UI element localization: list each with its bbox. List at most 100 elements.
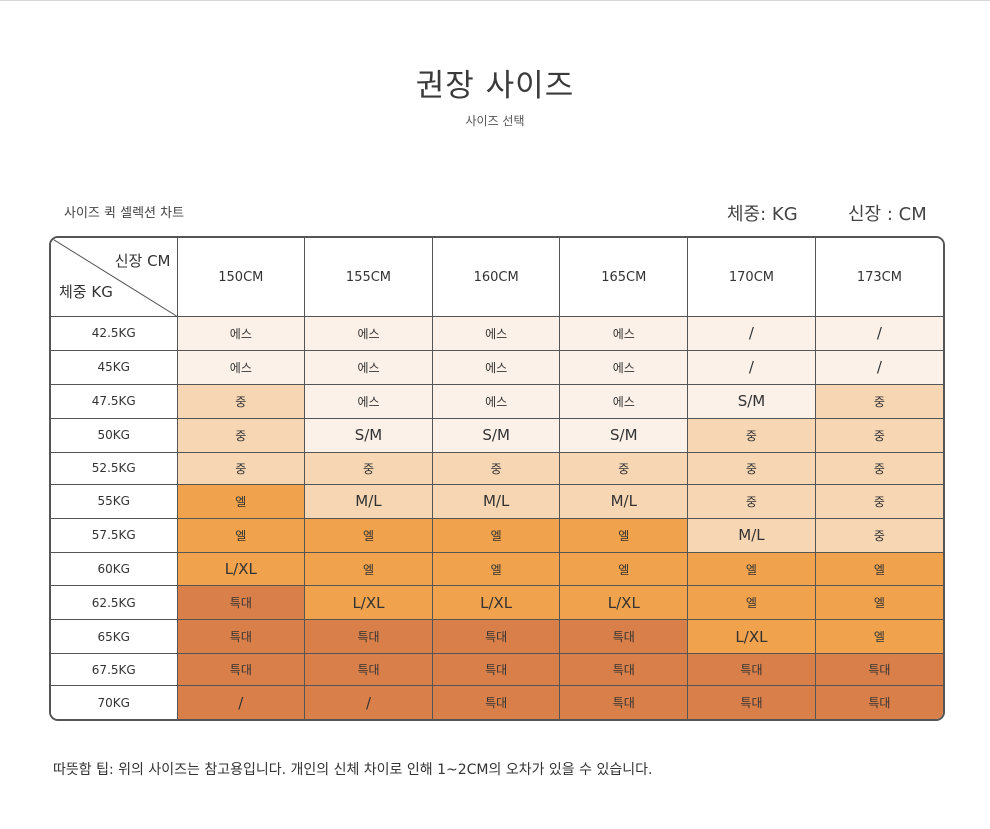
corner-weight-label: 체중 KG: [59, 283, 113, 301]
size-cell: 중: [431, 451, 561, 485]
size-cell: 중: [304, 451, 433, 485]
weight-cell: 45KG: [51, 349, 178, 385]
height-header: 173CM: [814, 238, 943, 317]
size-cell: 중: [559, 451, 689, 485]
size-chart-table: 신장 CM 체중 KG 150CM 155CM 160CM 165CM 170C…: [49, 236, 945, 721]
weight-cell: 62.5KG: [51, 585, 178, 621]
size-cell: L/XL: [687, 619, 816, 655]
size-cell: 엘: [814, 585, 943, 621]
table-row: 65KG 특대 특대 특대 특대 L/XL 엘: [51, 619, 943, 655]
size-cell: 특대: [431, 653, 561, 687]
size-cell: 에스: [559, 383, 689, 419]
size-cell: 특대: [304, 653, 433, 687]
size-cell: 중: [176, 451, 306, 485]
size-cell: 중: [687, 451, 816, 485]
size-cell: L/XL: [559, 585, 689, 621]
size-cell: 특대: [176, 585, 306, 621]
size-cell: M/L: [431, 483, 561, 519]
corner-height-label: 신장 CM: [114, 252, 171, 270]
unit-height-label: 신장 : CM: [848, 204, 927, 225]
size-cell: 중: [814, 451, 943, 485]
size-cell: 특대: [559, 653, 689, 687]
size-cell: 에스: [176, 349, 306, 385]
table-row: 45KG 에스 에스 에스 에스 / /: [51, 349, 943, 385]
table-row: 62.5KG 특대 L/XL L/XL L/XL 엘 엘: [51, 585, 943, 621]
size-cell: /: [687, 316, 816, 351]
size-cell: 엘: [431, 551, 561, 587]
size-cell: 엘: [176, 517, 306, 553]
size-cell: 중: [687, 417, 816, 453]
size-cell: S/M: [304, 417, 433, 453]
size-cell: 특대: [814, 685, 943, 719]
size-cell: 특대: [431, 619, 561, 655]
size-cell: 특대: [687, 653, 816, 687]
size-cell: 에스: [304, 316, 433, 351]
size-cell: 특대: [176, 619, 306, 655]
size-cell: 특대: [176, 653, 306, 687]
size-cell: 특대: [559, 685, 689, 719]
table-row: 70KG / / 특대 특대 특대 특대: [51, 685, 943, 719]
size-cell: 특대: [431, 685, 561, 719]
size-cell: 엘: [559, 551, 689, 587]
size-cell: 특대: [687, 685, 816, 719]
height-header: 165CM: [559, 238, 689, 317]
corner-diagonal: [51, 238, 177, 316]
table-row: 50KG 중 S/M S/M S/M 중 중: [51, 417, 943, 453]
weight-cell: 60KG: [51, 551, 178, 587]
size-cell: /: [814, 316, 943, 351]
size-cell: 중: [176, 417, 306, 453]
page-subtitle: 사이즈 선택: [465, 114, 525, 128]
table-row: 55KG 엘 M/L M/L M/L 중 중: [51, 483, 943, 519]
size-cell: 엘: [304, 551, 433, 587]
top-divider: [0, 0, 990, 1]
size-cell: M/L: [687, 517, 816, 553]
size-cell: 중: [176, 383, 306, 419]
size-cell: S/M: [559, 417, 689, 453]
size-cell: /: [814, 349, 943, 385]
height-header: 160CM: [431, 238, 561, 317]
height-header: 170CM: [687, 238, 816, 317]
size-cell: 중: [814, 483, 943, 519]
weight-cell: 70KG: [51, 685, 178, 719]
weight-cell: 57.5KG: [51, 517, 178, 553]
size-cell: 에스: [431, 349, 561, 385]
size-cell: 엘: [559, 517, 689, 553]
size-cell: /: [176, 685, 306, 719]
size-cell: S/M: [431, 417, 561, 453]
size-cell: 특대: [559, 619, 689, 655]
size-cell: 중: [814, 417, 943, 453]
size-cell: /: [304, 685, 433, 719]
size-cell: 엘: [431, 517, 561, 553]
height-header: 155CM: [304, 238, 433, 317]
weight-cell: 67.5KG: [51, 653, 178, 687]
weight-cell: 47.5KG: [51, 383, 178, 419]
size-cell: L/XL: [176, 551, 306, 587]
size-cell: 특대: [814, 653, 943, 687]
chart-label: 사이즈 퀵 셀렉션 차트: [64, 206, 185, 221]
weight-cell: 65KG: [51, 619, 178, 655]
corner-cell: 신장 CM 체중 KG: [51, 238, 178, 317]
size-cell: /: [687, 349, 816, 385]
size-cell: 에스: [176, 316, 306, 351]
size-cell: L/XL: [431, 585, 561, 621]
tip-text: 따뜻함 팁: 위의 사이즈는 참고용입니다. 개인의 신체 차이로 인해 1~2…: [53, 762, 653, 778]
size-cell: 중: [814, 383, 943, 419]
size-cell: 엘: [687, 585, 816, 621]
weight-cell: 55KG: [51, 483, 178, 519]
header-row: 신장 CM 체중 KG 150CM 155CM 160CM 165CM 170C…: [51, 238, 943, 317]
size-cell: 특대: [304, 619, 433, 655]
size-cell: 엘: [814, 551, 943, 587]
size-cell: 중: [814, 517, 943, 553]
table-row: 67.5KG 특대 특대 특대 특대 특대 특대: [51, 653, 943, 687]
size-cell: S/M: [687, 383, 816, 419]
size-cell: L/XL: [304, 585, 433, 621]
size-cell: 에스: [304, 383, 433, 419]
size-cell: 엘: [176, 483, 306, 519]
weight-cell: 42.5KG: [51, 316, 178, 351]
size-cell: 에스: [431, 316, 561, 351]
table-row: 57.5KG 엘 엘 엘 엘 M/L 중: [51, 517, 943, 553]
height-header: 150CM: [176, 238, 306, 317]
unit-weight-label: 체중: KG: [727, 204, 798, 225]
size-cell: 엘: [687, 551, 816, 587]
size-cell: 엘: [814, 619, 943, 655]
